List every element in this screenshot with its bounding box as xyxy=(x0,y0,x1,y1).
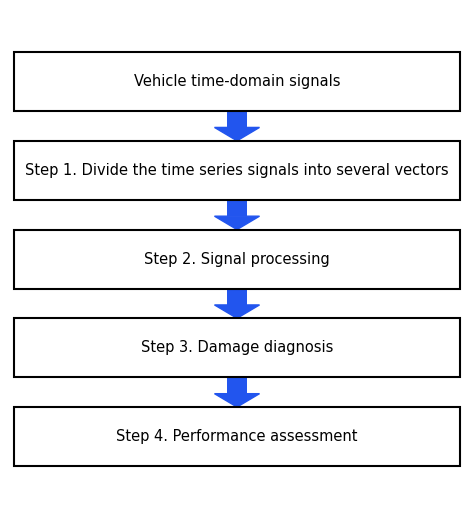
Polygon shape xyxy=(214,127,259,141)
Bar xyxy=(14,407,460,466)
Text: Step 4. Performance assessment: Step 4. Performance assessment xyxy=(116,429,358,444)
Text: Step 1. Divide the time series signals into several vectors: Step 1. Divide the time series signals i… xyxy=(25,163,449,178)
Bar xyxy=(227,200,247,216)
Text: Step 3. Damage diagnosis: Step 3. Damage diagnosis xyxy=(141,340,333,356)
Bar xyxy=(227,111,247,127)
Bar xyxy=(227,378,247,393)
Bar xyxy=(227,288,247,305)
Text: Vehicle time-domain signals: Vehicle time-domain signals xyxy=(134,74,340,89)
Bar xyxy=(14,318,460,378)
Polygon shape xyxy=(214,393,259,407)
Text: Step 2. Signal processing: Step 2. Signal processing xyxy=(144,251,330,267)
Bar xyxy=(14,141,460,200)
Bar xyxy=(14,52,460,111)
Bar xyxy=(14,230,460,288)
Polygon shape xyxy=(214,305,259,318)
Polygon shape xyxy=(214,216,259,230)
